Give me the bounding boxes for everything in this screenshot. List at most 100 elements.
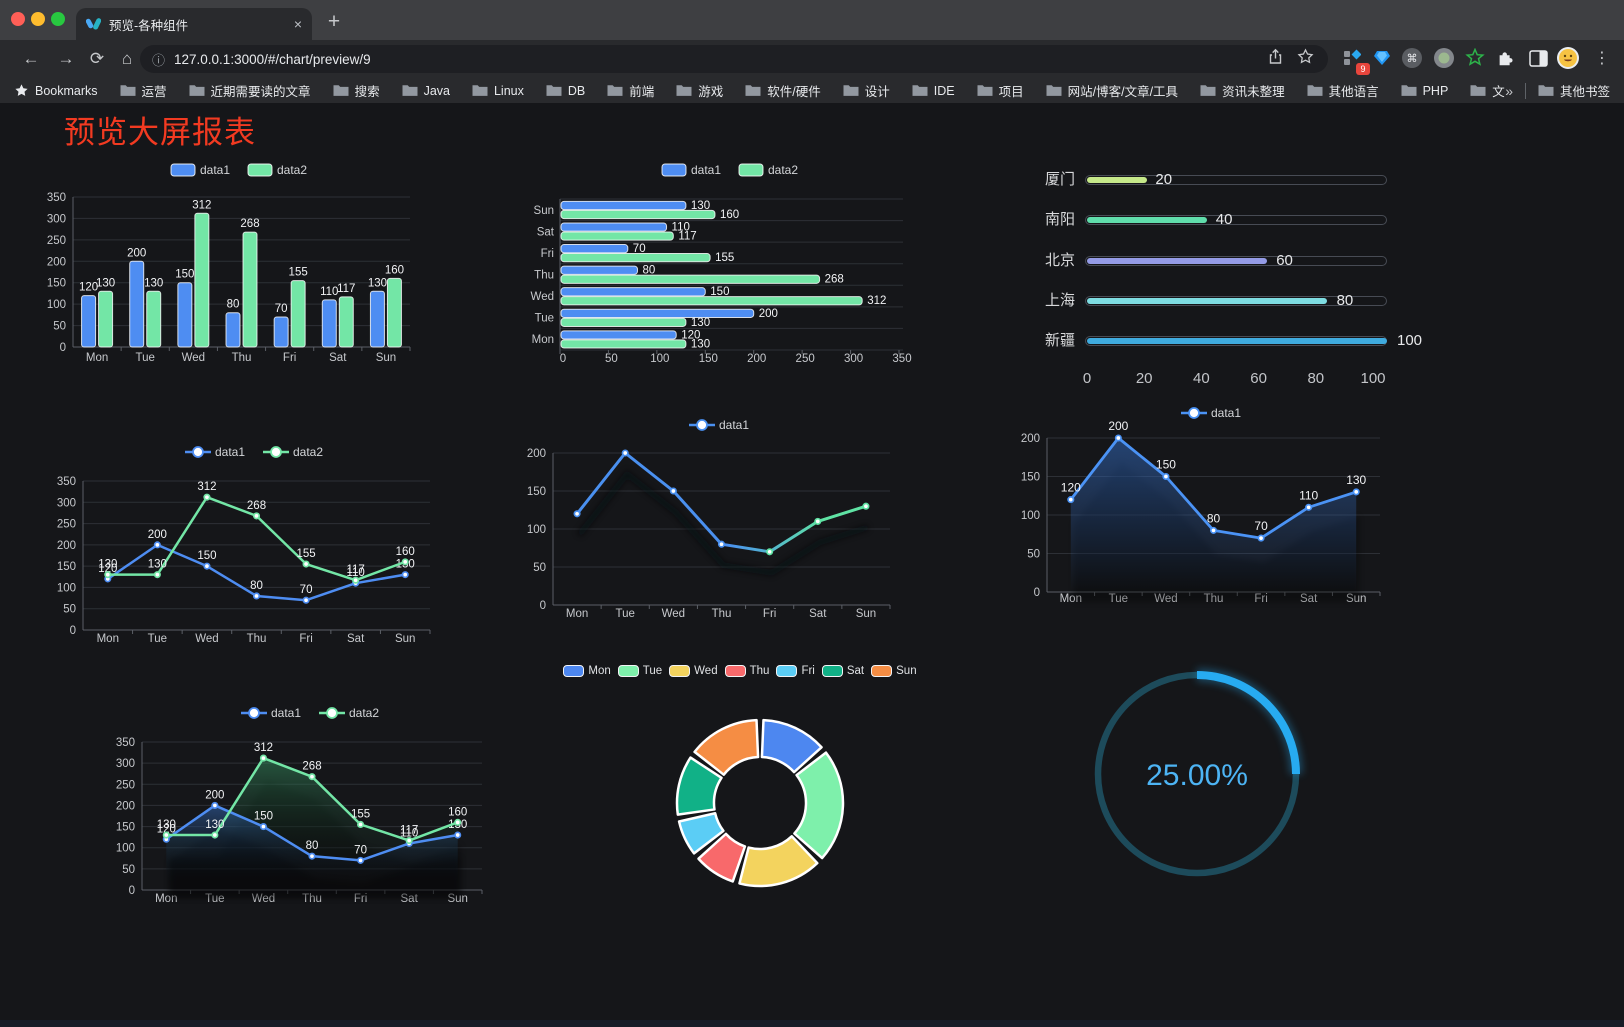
site-info-icon[interactable]: ⓘ [152, 52, 166, 68]
bar-data1 [560, 244, 629, 254]
svg-text:120: 120 [98, 563, 117, 575]
bookmark-item[interactable]: 软件/硬件 [745, 81, 821, 100]
bookmark-item[interactable]: 其他语言 [1307, 81, 1379, 100]
svg-text:Sat: Sat [537, 226, 555, 238]
progress-label: 上海 [1044, 291, 1075, 309]
donut-legend-item[interactable]: Thu [724, 665, 769, 677]
new-tab-button[interactable]: + [327, 10, 341, 33]
progress-label: 厦门 [1044, 171, 1075, 188]
folder-icon [977, 85, 993, 96]
donut-legend-item[interactable]: Fri [776, 665, 815, 677]
svg-text:0: 0 [60, 342, 66, 354]
progress-label: 新疆 [1044, 332, 1075, 350]
svg-text:80: 80 [642, 265, 655, 277]
svg-text:130: 130 [691, 338, 710, 350]
bookmark-item[interactable]: 网站/博客/文章/工具 [1046, 81, 1178, 100]
svg-text:50: 50 [1027, 549, 1040, 561]
svg-text:155: 155 [296, 548, 315, 560]
extension-grid-icon[interactable]: 9 [1338, 44, 1370, 75]
svg-text:120: 120 [681, 329, 700, 341]
bookmark-item[interactable]: IDE [912, 84, 955, 98]
svg-text:250: 250 [116, 779, 135, 791]
back-button[interactable]: ← [22, 49, 40, 68]
bookmark-item[interactable]: 运营 [120, 81, 167, 100]
profile-avatar[interactable] [1554, 44, 1582, 72]
bar-data1 [560, 330, 677, 340]
legend-swatch [669, 665, 691, 677]
svg-text:312: 312 [254, 742, 273, 754]
donut-legend-item[interactable]: Mon [563, 665, 611, 677]
bookmarks-overflow-chevron[interactable]: » [1505, 82, 1513, 99]
folder-icon [912, 85, 928, 96]
progress-row: 北京 60 [1000, 251, 1430, 271]
svg-text:200: 200 [1021, 433, 1040, 445]
chart-line-gradient: 0 50 100 150 200 Mon Tue Wed Thu Fri Sat Sun data1 [527, 418, 891, 620]
bookmark-item[interactable]: 资讯未整理 [1200, 81, 1285, 100]
donut-legend-item[interactable]: Sun [871, 665, 917, 677]
svg-text:350: 350 [57, 476, 76, 488]
svg-text:200: 200 [205, 789, 224, 801]
svg-text:80: 80 [1207, 511, 1221, 525]
svg-text:250: 250 [796, 353, 815, 365]
bar-data1 [81, 295, 97, 348]
donut-legend-item[interactable]: Wed [669, 665, 718, 677]
svg-text:Sat: Sat [329, 352, 347, 364]
svg-text:150: 150 [116, 822, 135, 834]
donut-legend-item[interactable]: Sat [821, 665, 864, 677]
folder-icon [745, 85, 761, 96]
svg-text:0: 0 [70, 625, 76, 637]
svg-text:155: 155 [715, 252, 734, 264]
bookmark-item[interactable]: DB [546, 84, 585, 98]
svg-text:100: 100 [47, 299, 66, 311]
home-button[interactable]: ⌂ [121, 49, 133, 68]
extension-record-icon[interactable] [1430, 44, 1458, 72]
bookmark-star-icon[interactable] [1294, 48, 1316, 70]
bookmark-item[interactable]: 文件服务器 [1470, 81, 1505, 100]
url-bar[interactable]: ⓘ 127.0.0.1:3000/#/chart/preview/9 [140, 45, 1328, 73]
traffic-light-minimize[interactable] [31, 12, 45, 26]
forward-button[interactable]: → [57, 49, 75, 68]
svg-text:data2: data2 [293, 445, 323, 459]
bookmark-item[interactable]: 前端 [607, 81, 654, 100]
svg-text:data2: data2 [349, 706, 379, 720]
other-bookmarks[interactable]: 其他书签 [1538, 81, 1610, 100]
bookmark-item[interactable]: 游戏 [676, 81, 723, 100]
bookmark-label: 项目 [998, 85, 1024, 99]
browser-tab[interactable]: 预览-各种组件 × [76, 8, 312, 40]
svg-text:150: 150 [699, 353, 718, 365]
svg-text:150: 150 [197, 550, 216, 562]
bookmark-item[interactable]: 搜索 [333, 81, 380, 100]
extension-green-star-icon[interactable] [1461, 44, 1489, 72]
bookmark-item[interactable]: Linux [472, 84, 524, 98]
svg-text:200: 200 [116, 800, 135, 812]
donut-slice-Fri [677, 811, 725, 855]
bookmark-item[interactable]: 近期需要读的文章 [189, 81, 311, 100]
bookmark-item[interactable]: 项目 [977, 81, 1024, 100]
reload-button[interactable]: ⟳ [89, 49, 105, 68]
svg-text:data1: data1 [271, 706, 301, 720]
traffic-light-close[interactable] [11, 12, 25, 26]
donut-legend-item[interactable]: Tue [617, 665, 662, 677]
bottom-strip [0, 1020, 1624, 1027]
bookmark-item[interactable]: 设计 [843, 81, 890, 100]
bookmark-label: IDE [933, 83, 955, 98]
svg-text:100: 100 [650, 353, 669, 365]
chart-bar-horizontal: data1 data2 0 50 100 150 200 250 300 350 Sun 130 160… [531, 163, 912, 365]
bookmark-item[interactable]: PHP [1401, 84, 1448, 98]
progress-track [1085, 175, 1387, 185]
side-panel-icon[interactable] [1524, 44, 1552, 72]
bookmarks-root[interactable]: Bookmarks [14, 83, 98, 98]
menu-icon[interactable]: ⋮ [1594, 50, 1610, 67]
extension-command-icon[interactable]: ⌘ [1398, 44, 1426, 72]
tab-close-icon[interactable]: × [293, 16, 302, 32]
bookmark-item[interactable]: Java [402, 84, 450, 98]
bar-data2 [194, 212, 210, 348]
svg-text:100: 100 [1021, 510, 1040, 522]
url-text[interactable]: 127.0.0.1:3000/#/chart/preview/9 [174, 51, 371, 67]
svg-text:155: 155 [289, 267, 308, 279]
extensions-puzzle-icon[interactable] [1492, 44, 1520, 72]
svg-text:130: 130 [96, 277, 115, 289]
extension-gem-icon[interactable] [1368, 44, 1396, 72]
traffic-light-zoom[interactable] [51, 12, 65, 26]
share-icon[interactable] [1264, 48, 1286, 70]
